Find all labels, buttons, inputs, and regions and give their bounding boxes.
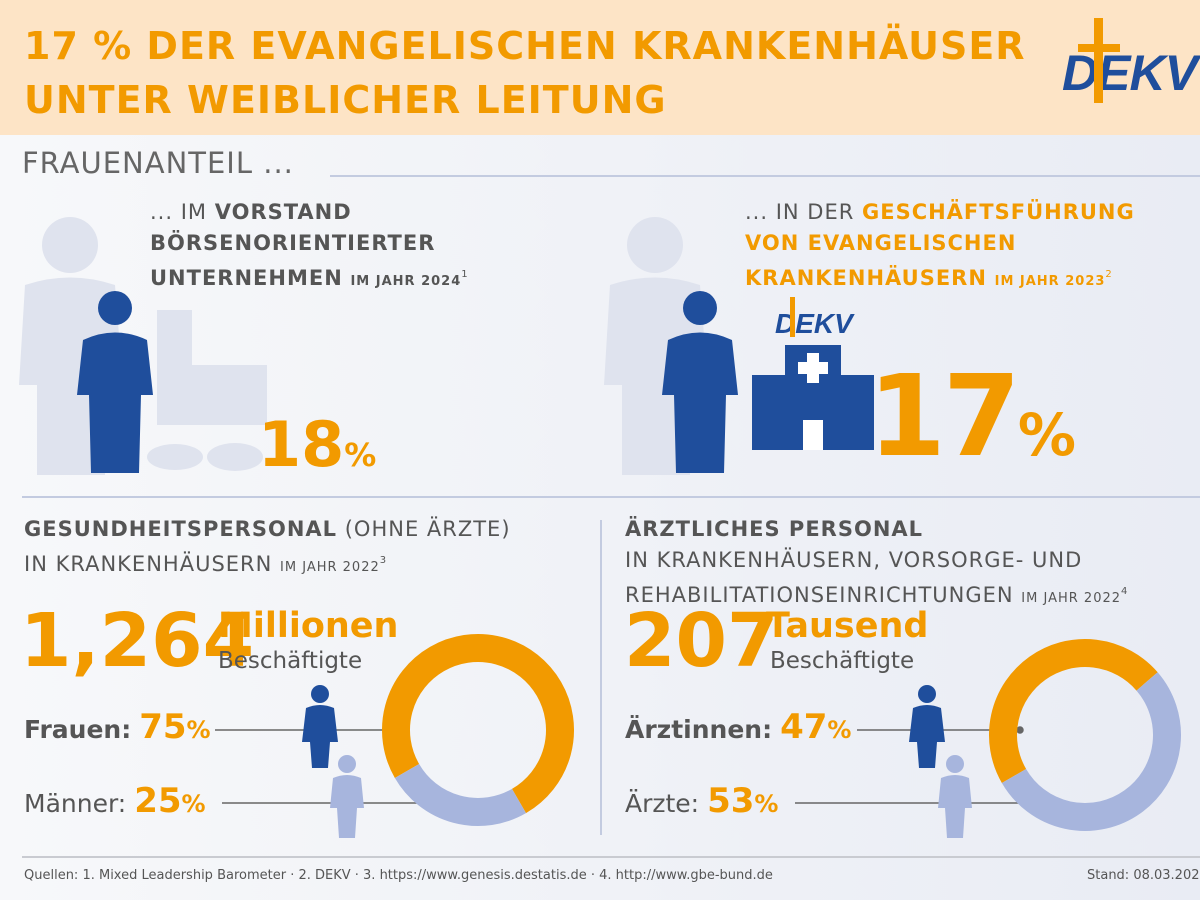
skyscraper-icon <box>157 310 267 425</box>
hospital-icon <box>752 345 874 450</box>
businesswoman-icon <box>662 291 738 473</box>
health-staff-heading: GESUNDHEITSPERSONAL (OHNE ÄRZTE) IN KRAN… <box>24 517 511 576</box>
board-illustration <box>19 217 267 475</box>
female-doctor-icon <box>909 685 945 768</box>
businesswoman-icon <box>77 291 153 473</box>
nurse-male-icon <box>330 755 364 838</box>
hospital-percentage: 17% <box>868 352 1076 482</box>
donut-segment-ärztinnen <box>989 639 1158 783</box>
main-title-line1: 17 % DER EVANGELISCHEN KRANKENHÄUSER <box>24 24 1026 68</box>
main-title-line2: UNTER WEIBLICHER LEITUNG <box>24 78 667 122</box>
female-doctors-share: Ärztinnen: 47% <box>625 707 852 747</box>
header-banner <box>0 0 1200 135</box>
donut-segment-männer <box>394 763 526 826</box>
divider <box>330 175 1200 177</box>
donut-segment-ärzte <box>1001 672 1182 831</box>
divider <box>22 496 1200 498</box>
doctors-heading: ÄRZTLICHES PERSONAL IN KRANKENHÄUSERN, V… <box>625 517 1129 607</box>
health-staff-unit: Millionen <box>218 606 399 646</box>
health-staff-label: Beschäftigte <box>218 648 363 674</box>
men-share: Männer: 25% <box>24 781 206 821</box>
hospital-heading: ... IN DER GESCHÄFTSFÜHRUNG VON EVANGELI… <box>745 200 1135 290</box>
vertical-divider <box>600 520 602 835</box>
donut-segment-frauen <box>382 634 574 814</box>
date-stamp: Stand: 08.03.2024 <box>1087 868 1200 883</box>
sources: Quellen: 1. Mixed Leadership Barometer ·… <box>24 868 773 883</box>
board-heading: ... IM VORSTAND BÖRSENORIENTIERTER UNTER… <box>150 200 469 290</box>
women-share: Frauen: 75% <box>24 707 211 747</box>
dekv-logo: DEKV <box>1062 18 1200 103</box>
hospital-illustration: DEKV <box>604 217 874 475</box>
bull-bear-icon <box>147 443 263 471</box>
male-doctors-share: Ärzte: 53% <box>625 781 779 821</box>
section-title: FRAUENANTEIL ... <box>22 146 294 180</box>
health-staff-total: 1,264 <box>20 598 255 684</box>
doctors-total: 207 <box>624 598 779 684</box>
dekv-small-logo: DEKV <box>775 308 855 339</box>
doctors-label: Beschäftigte <box>770 648 915 674</box>
svg-text:DEKV: DEKV <box>1062 45 1200 101</box>
doctors-unit: Tausend <box>766 606 929 646</box>
nurse-female-icon <box>302 685 338 768</box>
board-percentage: 18% <box>258 408 377 481</box>
footer-divider <box>22 856 1200 858</box>
male-doctor-icon <box>938 755 972 838</box>
